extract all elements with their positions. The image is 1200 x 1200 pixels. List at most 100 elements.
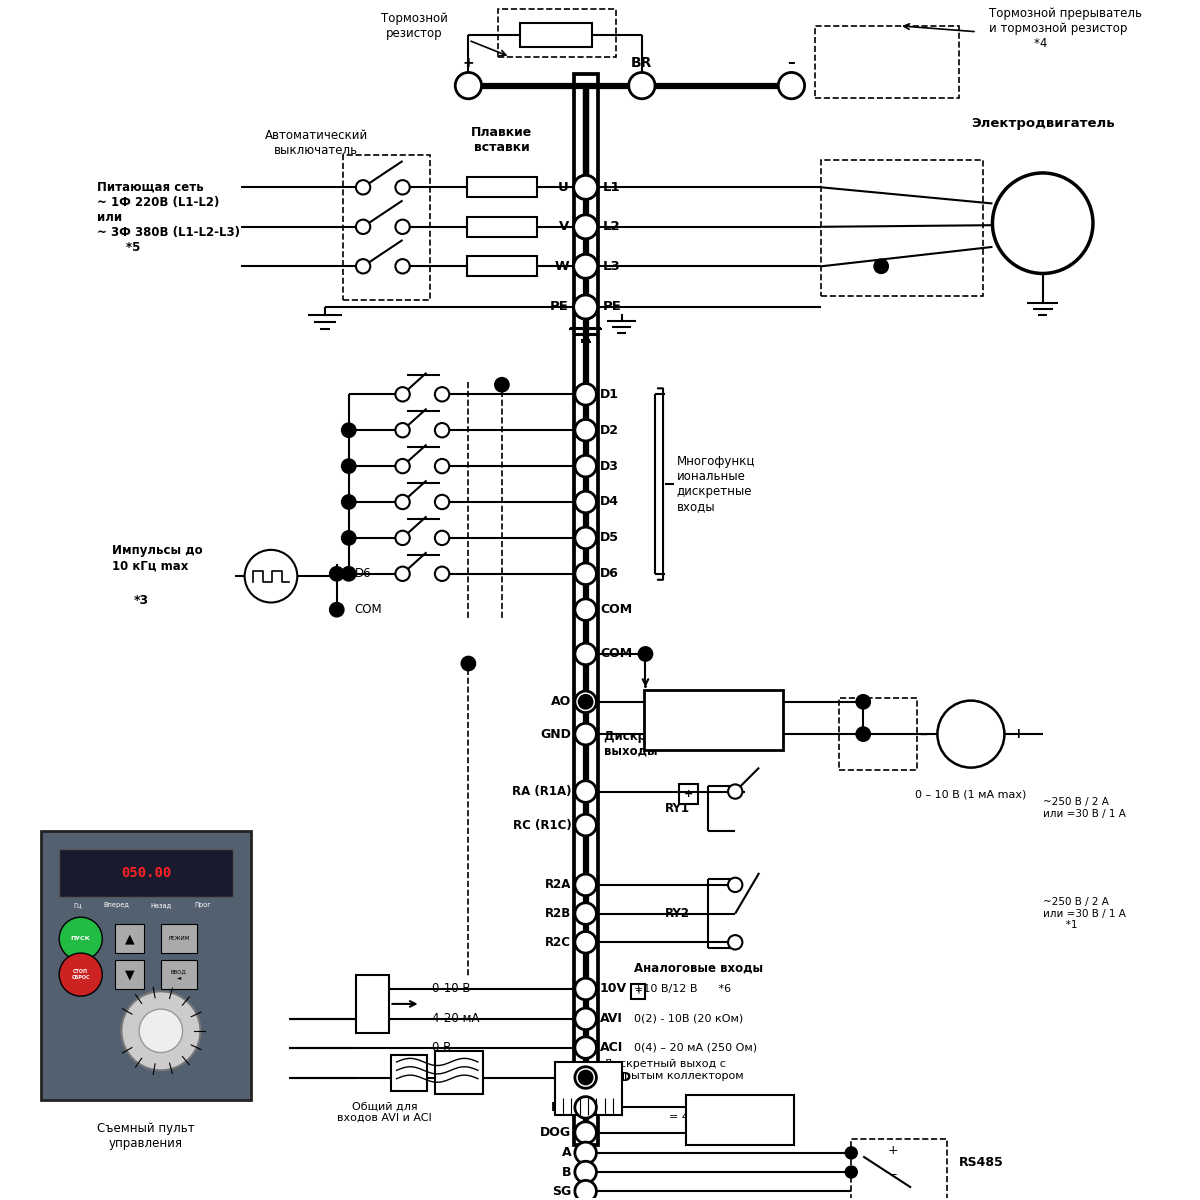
Bar: [115, 960, 144, 989]
Bar: [821, 160, 983, 296]
Text: ~250 В / 2 А
или =30 В / 1 А
       *1: ~250 В / 2 А или =30 В / 1 А *1: [1043, 896, 1126, 930]
Text: RA (R1A): RA (R1A): [511, 785, 571, 798]
Circle shape: [139, 1009, 182, 1052]
Text: Назад: Назад: [150, 902, 172, 908]
Bar: [467, 178, 536, 198]
Circle shape: [629, 72, 655, 98]
Text: ▲: ▲: [125, 932, 134, 946]
Text: +: +: [888, 1144, 899, 1157]
Text: +: +: [462, 56, 474, 70]
Circle shape: [575, 1067, 596, 1088]
Circle shape: [575, 1122, 596, 1144]
Circle shape: [728, 877, 743, 892]
Text: 0 В: 0 В: [432, 1042, 451, 1054]
Circle shape: [574, 175, 598, 199]
Bar: [467, 217, 536, 236]
Text: Прог: Прог: [194, 902, 211, 908]
Circle shape: [575, 599, 596, 620]
Text: Аналоговые входы: Аналоговые входы: [634, 961, 763, 974]
Text: D3: D3: [600, 460, 619, 473]
Text: R2A: R2A: [545, 878, 571, 892]
Circle shape: [121, 991, 200, 1070]
Circle shape: [396, 566, 409, 581]
Circle shape: [434, 494, 449, 509]
Circle shape: [574, 254, 598, 278]
Text: +10 В/12 В      *6: +10 В/12 В *6: [634, 984, 731, 994]
Circle shape: [728, 935, 743, 949]
Circle shape: [575, 455, 596, 476]
Circle shape: [575, 1097, 596, 1118]
Bar: [851, 1139, 947, 1200]
Circle shape: [356, 220, 371, 234]
Circle shape: [434, 458, 449, 473]
Text: D5: D5: [600, 532, 619, 545]
Text: 050.00: 050.00: [121, 866, 172, 880]
Circle shape: [575, 1142, 596, 1164]
Text: L1: L1: [602, 181, 620, 194]
Circle shape: [575, 724, 596, 745]
Text: ВВОД
◄: ВВОД ◄: [170, 970, 187, 980]
Circle shape: [455, 72, 481, 98]
Text: RC (R1C): RC (R1C): [512, 818, 571, 832]
Text: M: M: [1032, 214, 1054, 233]
Text: Вперед: Вперед: [103, 902, 130, 908]
Circle shape: [342, 458, 356, 473]
Circle shape: [578, 695, 593, 709]
Circle shape: [245, 550, 298, 602]
Text: AVI: AVI: [600, 1013, 623, 1025]
Circle shape: [575, 691, 596, 713]
Circle shape: [575, 781, 596, 803]
Text: Rj45: Rj45: [575, 1039, 601, 1052]
Circle shape: [575, 527, 596, 548]
Text: V: V: [559, 221, 569, 233]
Circle shape: [874, 259, 888, 274]
Text: GND: GND: [600, 1072, 631, 1084]
Circle shape: [396, 530, 409, 545]
Circle shape: [356, 259, 371, 274]
Text: Тормозной прерыватель
и тормозной резистор
            *4: Тормозной прерыватель и тормозной резист…: [989, 7, 1142, 49]
Circle shape: [396, 180, 409, 194]
Text: +: +: [1013, 727, 1025, 742]
Circle shape: [342, 566, 356, 581]
Text: Тормозной
резистор: Тормозной резистор: [382, 12, 448, 40]
Text: RY2: RY2: [665, 907, 690, 920]
Circle shape: [574, 295, 598, 319]
Text: D2: D2: [600, 424, 619, 437]
Text: 4-20 мА: 4-20 мА: [432, 1013, 480, 1025]
Text: Автоматический
выключатель: Автоматический выключатель: [265, 130, 368, 157]
Circle shape: [856, 695, 870, 709]
Text: RY1: RY1: [665, 802, 690, 815]
Text: W: W: [554, 259, 569, 272]
Circle shape: [575, 1181, 596, 1200]
Text: D4: D4: [600, 496, 619, 509]
Text: ▼: ▼: [125, 968, 134, 982]
Text: Гц: Гц: [73, 902, 82, 908]
Circle shape: [574, 295, 598, 319]
Bar: [554, 1062, 622, 1115]
Circle shape: [575, 874, 596, 895]
Bar: [686, 1096, 794, 1145]
Circle shape: [575, 978, 596, 1000]
Text: –: –: [919, 727, 926, 742]
Text: ~250 В / 2 А
или =30 В / 1 А: ~250 В / 2 А или =30 В / 1 А: [1043, 798, 1126, 820]
Bar: [161, 924, 197, 953]
Circle shape: [574, 254, 598, 278]
Text: COM: COM: [600, 604, 632, 616]
Bar: [574, 73, 598, 1145]
Text: ПУСК: ПУСК: [71, 936, 91, 941]
Circle shape: [845, 1166, 857, 1178]
Text: –: –: [787, 55, 796, 70]
Text: Многофункц
иональные
дискретные
входы: Многофункц иональные дискретные входы: [677, 455, 755, 514]
Circle shape: [59, 917, 102, 960]
Circle shape: [575, 931, 596, 953]
Circle shape: [575, 643, 596, 665]
Text: U: U: [558, 181, 569, 194]
Bar: [434, 1051, 482, 1094]
Circle shape: [575, 1008, 596, 1030]
Circle shape: [396, 494, 409, 509]
Circle shape: [575, 420, 596, 440]
Circle shape: [494, 378, 509, 392]
Circle shape: [575, 1162, 596, 1183]
Text: СТОП
СБРОС: СТОП СБРОС: [72, 970, 90, 980]
Circle shape: [342, 530, 356, 545]
